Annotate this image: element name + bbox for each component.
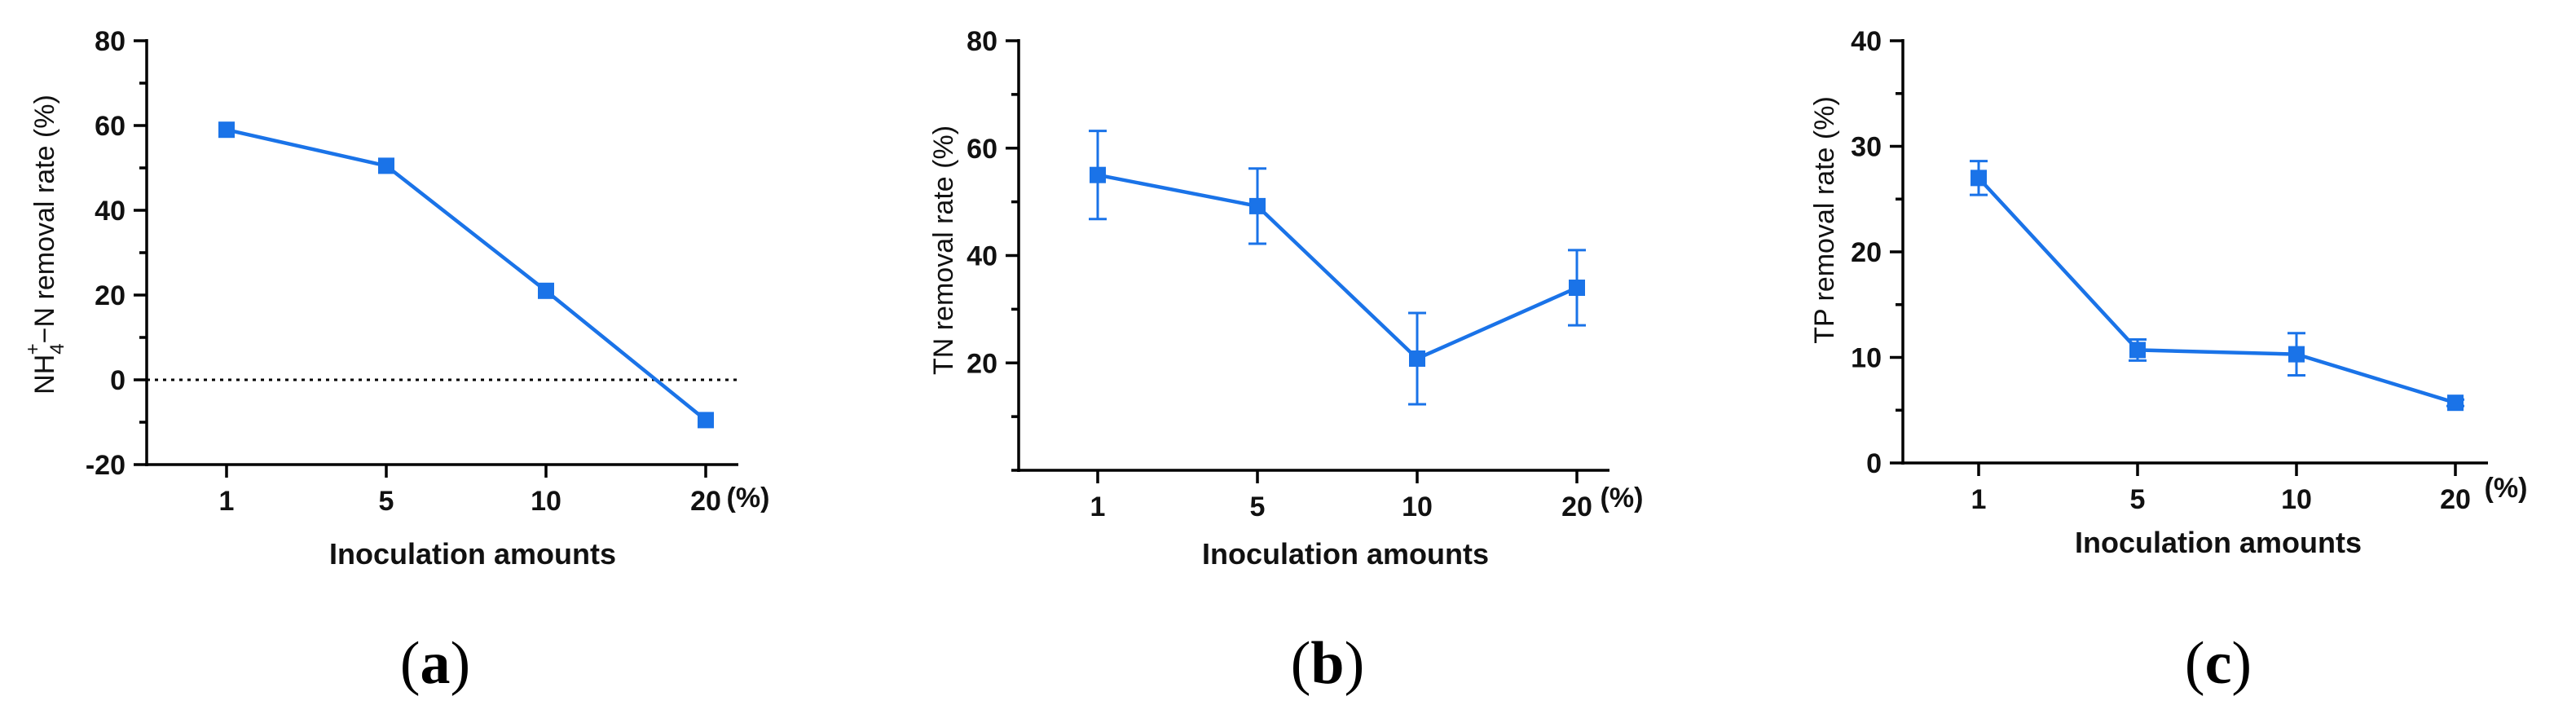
y-tick-label-c: 0 xyxy=(1866,448,1882,479)
data-point-c xyxy=(2288,346,2305,363)
data-point-c xyxy=(2129,342,2146,359)
y-tick-label-a: -20 xyxy=(86,450,125,481)
x-unit-label-c: (%) xyxy=(2485,473,2528,504)
series-line-a xyxy=(226,128,707,422)
x-tick-label-c: 20 xyxy=(2440,484,2471,515)
x-tick-label-c: 5 xyxy=(2130,484,2146,515)
panel-label-c: (c) xyxy=(2185,630,2252,697)
x-tick-label-c: 10 xyxy=(2281,484,2312,515)
y-tick-label-c: 30 xyxy=(1851,132,1882,163)
panel-label-a: (a) xyxy=(400,630,470,697)
y-tick-label-a: 80 xyxy=(95,26,125,57)
x-tick-label-b: 1 xyxy=(1090,491,1106,522)
data-point-c xyxy=(2447,394,2464,412)
y-tick-label-b: 60 xyxy=(967,134,997,165)
data-point-a xyxy=(218,121,235,139)
y-tick-label-a: 60 xyxy=(95,111,125,142)
y-tick-label-a: 0 xyxy=(110,365,125,396)
y-tick-label-b: 80 xyxy=(967,26,997,57)
chart-panel-a: NH4+−N removal rate (%) Inoculation amou… xyxy=(22,26,769,697)
y-tick-label-c: 20 xyxy=(1851,237,1882,268)
y-tick-label-b: 20 xyxy=(967,348,997,379)
x-tick-label-a: 20 xyxy=(690,486,721,517)
y-axis-title-c: TP removal rate (%) xyxy=(1809,96,1840,344)
x-axis-title-c: Inoculation amounts xyxy=(2075,526,2362,559)
x-tick-label-b: 20 xyxy=(1561,491,1592,522)
data-point-b xyxy=(1409,350,1425,367)
chart-panel-b: TN removal rate (%) Inoculation amounts … xyxy=(928,26,1643,697)
y-tick-label-c: 40 xyxy=(1851,26,1882,57)
data-point-b xyxy=(1090,166,1106,183)
data-point-c xyxy=(1971,170,1987,187)
x-tick-label-a: 1 xyxy=(219,486,235,517)
panel-label-b: (b) xyxy=(1291,630,1364,697)
y-tick-label-c: 10 xyxy=(1851,343,1882,374)
data-point-b xyxy=(1569,280,1585,297)
y-axis-title-a: NH4+−N removal rate (%) xyxy=(22,95,68,394)
data-point-a xyxy=(378,157,394,174)
x-unit-label-b: (%) xyxy=(1601,483,1644,513)
series-line-b xyxy=(1097,173,1578,361)
y-tick-label-b: 40 xyxy=(967,241,997,272)
chart-panel-c: TP removal rate (%) Inoculation amounts … xyxy=(1809,26,2527,697)
x-tick-label-b: 5 xyxy=(1250,491,1266,522)
series-line-c xyxy=(1977,176,2456,405)
x-tick-label-a: 5 xyxy=(379,486,394,517)
data-point-b xyxy=(1249,197,1266,214)
y-tick-label-a: 20 xyxy=(95,280,125,311)
x-axis-title-b: Inoculation amounts xyxy=(1202,537,1489,571)
x-axis-title-a: Inoculation amounts xyxy=(329,537,616,571)
y-tick-label-a: 40 xyxy=(95,196,125,227)
x-tick-label-a: 10 xyxy=(531,486,561,517)
y-axis-title-b: TN removal rate (%) xyxy=(928,126,959,375)
x-tick-label-c: 1 xyxy=(1971,484,1987,515)
x-unit-label-a: (%) xyxy=(727,483,770,513)
data-point-a xyxy=(698,412,714,429)
data-point-a xyxy=(538,282,554,299)
x-tick-label-b: 10 xyxy=(1402,491,1433,522)
